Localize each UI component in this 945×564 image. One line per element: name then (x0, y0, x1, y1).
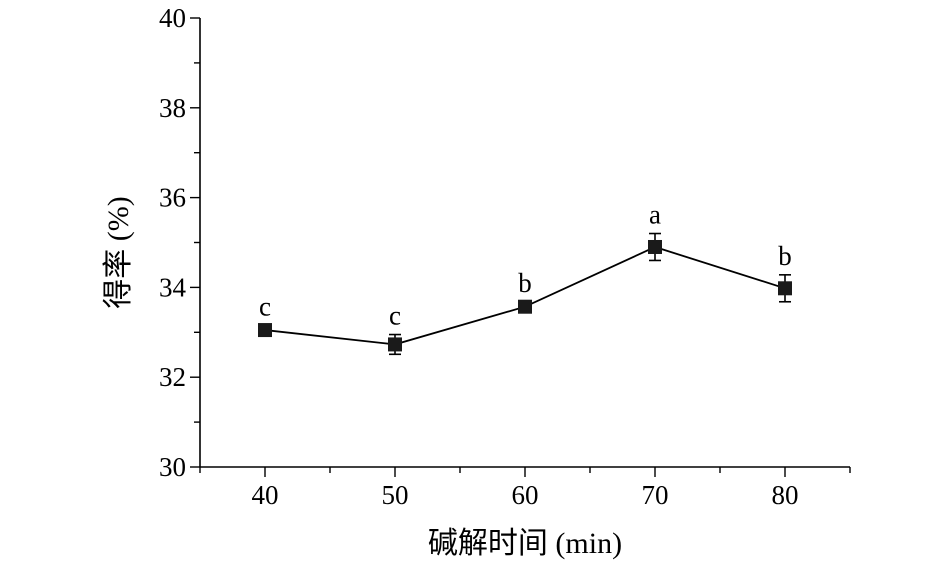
significance-label: b (518, 268, 532, 298)
y-ticks: 30 32 34 36 38 40 (159, 3, 200, 482)
y-tick-label-34: 34 (159, 272, 187, 302)
significance-label: c (259, 292, 271, 322)
x-tick-label-70: 70 (642, 480, 669, 510)
data-point (258, 323, 272, 338)
y-tick-label-38: 38 (159, 93, 186, 123)
y-axis-title: 得率 (%) (102, 196, 135, 308)
y-tick-label-40: 40 (159, 3, 186, 33)
data-point (778, 281, 792, 296)
x-ticks: 40 50 60 70 80 (199, 467, 851, 510)
y-tick-label-32: 32 (159, 362, 186, 392)
axes (199, 18, 850, 468)
series: c c b a b (258, 200, 792, 356)
x-tick-label-40: 40 (252, 480, 279, 510)
data-point (648, 239, 662, 254)
significance-label: c (389, 301, 401, 331)
data-point (518, 299, 532, 314)
x-tick-label-50: 50 (382, 480, 409, 510)
significance-label: a (649, 200, 661, 230)
significance-label: b (778, 241, 792, 271)
x-tick-label-60: 60 (512, 480, 539, 510)
y-tick-label-30: 30 (159, 452, 186, 482)
data-point (388, 337, 402, 352)
x-axis-title: 碱解时间 (min) (428, 527, 622, 560)
x-tick-label-80: 80 (772, 480, 799, 510)
y-tick-label-36: 36 (159, 183, 186, 213)
